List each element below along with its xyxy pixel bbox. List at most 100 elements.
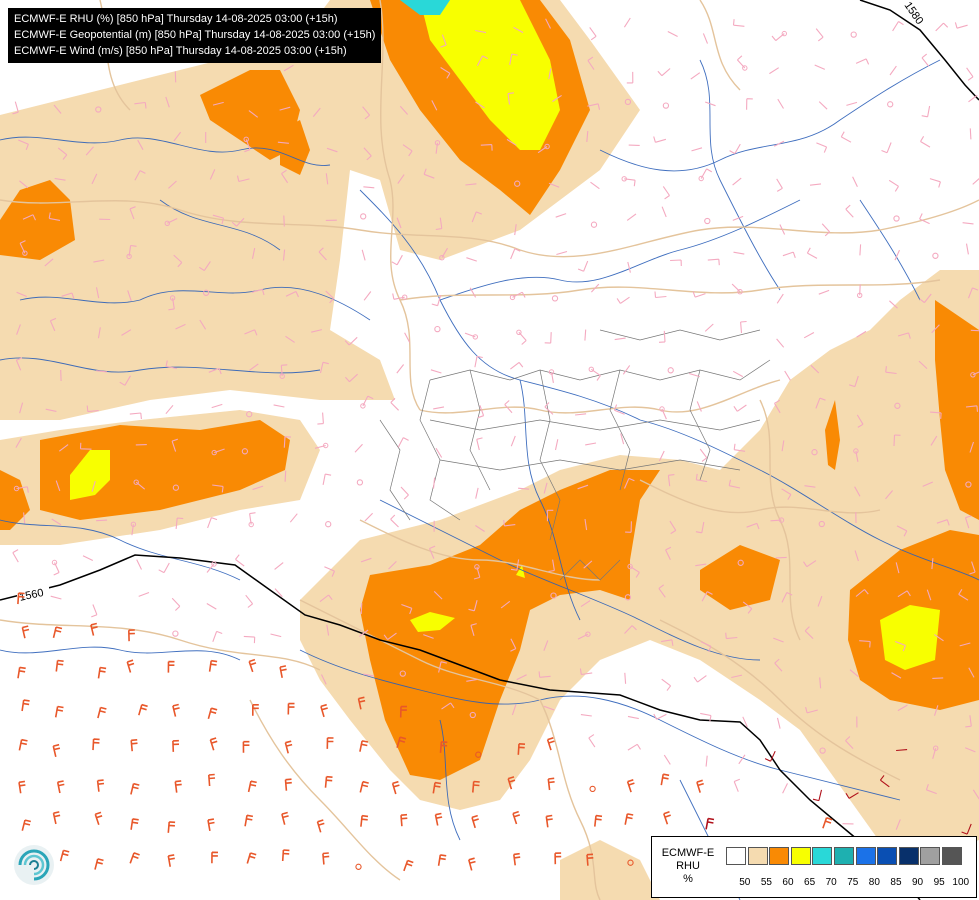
wind-barb-icon (733, 251, 745, 255)
wind-barb-icon (12, 101, 19, 115)
wind-barb-icon (660, 773, 670, 786)
rhu-60-shading (0, 0, 979, 780)
wind-barb-icon (585, 442, 597, 446)
wind-barb-icon (129, 206, 136, 220)
title-geopotential: ECMWF-E Geopotential (m) [850 hPa] Thurs… (14, 29, 376, 41)
wind-barb-icon (248, 658, 257, 673)
wind-barb-icon (590, 283, 600, 293)
wind-barb-icon (962, 222, 974, 225)
wind-barb-icon (466, 257, 477, 262)
wind-barb-icon (476, 55, 489, 66)
wind-barb-icon (242, 740, 250, 753)
wind-barb-icon (920, 136, 931, 148)
wind-barb-icon (52, 811, 61, 825)
wind-barb-icon (554, 439, 559, 451)
wind-barb-icon (888, 179, 899, 192)
wind-barb-icon (509, 291, 526, 301)
wind-barb-icon (51, 518, 62, 526)
wind-barb-icon (732, 370, 744, 378)
wind-barb-icon (548, 68, 552, 80)
wind-barb-icon (175, 517, 184, 529)
wind-barb-icon (96, 370, 108, 373)
wind-barb-icon (325, 521, 332, 528)
wind-barb-icon (97, 706, 107, 719)
wind-barb-icon (849, 375, 859, 388)
wind-barb-icon (688, 372, 700, 378)
wind-barb-icon (936, 519, 950, 526)
wind-barb-icon (281, 849, 290, 862)
wind-barb-icon (173, 131, 182, 142)
wind-barb-icon (613, 404, 625, 415)
wind-barb-icon (855, 589, 869, 597)
wind-barb-icon (314, 442, 329, 449)
wind-barb-icon (402, 144, 413, 157)
wind-barb-icon (776, 178, 783, 192)
wind-barb-icon (208, 773, 216, 787)
wind-barbs (12, 17, 979, 872)
wind-barb-icon (859, 244, 862, 256)
wind-barb-icon (284, 778, 292, 791)
wind-barb-icon (207, 707, 218, 720)
wind-barb-icon (624, 625, 637, 634)
wind-barb-icon (396, 736, 407, 748)
wind-barb-icon (480, 144, 493, 151)
wind-barb-icon (21, 819, 31, 831)
wind-barb-icon (895, 562, 900, 574)
wind-barb-icon (281, 811, 289, 825)
wind-barb-icon (624, 594, 632, 601)
wind-barb-icon (388, 561, 397, 570)
wind-barb-icon (470, 623, 477, 636)
wind-barb-icon (58, 444, 69, 452)
wind-barb-icon (363, 186, 375, 189)
wind-barb-icon (725, 632, 738, 640)
wind-barb-icon (627, 261, 631, 273)
wind-barb-icon (537, 143, 550, 154)
wind-barb-icon (134, 170, 146, 181)
wind-barb-icon (658, 330, 666, 343)
wind-barb-icon (548, 559, 555, 573)
wind-barb-icon (969, 561, 976, 575)
wind-barb-icon (320, 703, 328, 718)
wind-barb-icon (586, 853, 594, 866)
wind-barb-icon (434, 812, 443, 826)
wind-barb-icon (390, 514, 399, 528)
wind-barb-icon (584, 519, 588, 531)
wind-barb-icon (969, 128, 972, 140)
wind-barb-icon (167, 821, 176, 833)
wind-barb-icon (432, 477, 436, 489)
wind-barb-icon (137, 139, 144, 150)
wind-barb-icon (919, 293, 932, 304)
wind-barb-icon (274, 562, 284, 570)
wind-barb-icon (699, 448, 708, 462)
wind-barb-icon (287, 702, 295, 715)
wind-barb-icon (318, 247, 327, 261)
wind-barb-icon (283, 436, 292, 448)
wind-barb-icon (391, 254, 403, 266)
wind-barb-icon (738, 754, 746, 765)
wind-barb-icon (363, 673, 375, 677)
wind-barb-icon (165, 404, 174, 415)
wind-barb-icon (736, 55, 748, 71)
wind-barb-icon (579, 668, 593, 676)
wind-barb-icon (231, 217, 245, 227)
contour-1560 (0, 554, 921, 900)
wind-barb-icon (434, 140, 441, 154)
wind-barb-icon (134, 101, 147, 109)
wind-barb-icon (431, 294, 442, 307)
wind-barb-icon (510, 559, 520, 571)
wind-barb-icon (364, 512, 373, 522)
wind-barb-icon (879, 775, 890, 788)
wind-barb-icon (665, 546, 672, 561)
wind-barb-icon (246, 852, 257, 864)
wind-barb-icon (733, 778, 741, 792)
legend-tick-label: 55 (760, 877, 772, 888)
wind-barb-icon (544, 332, 552, 344)
wind-barb-icon (513, 26, 524, 34)
wind-barb-icon (172, 630, 179, 637)
wind-barb-icon (468, 600, 478, 612)
wind-barb-icon (474, 355, 483, 368)
rivers (0, 59, 979, 900)
wind-barb-icon (930, 435, 938, 446)
wind-barb-icon (654, 291, 667, 299)
